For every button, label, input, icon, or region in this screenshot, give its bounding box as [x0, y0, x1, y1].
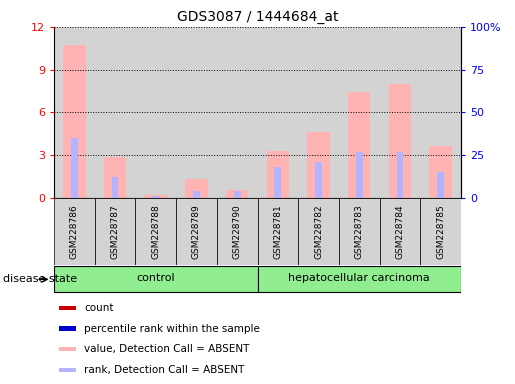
Bar	[437, 172, 444, 198]
Bar	[59, 326, 76, 331]
Bar	[54, 198, 95, 265]
Bar	[339, 198, 380, 265]
Text: control: control	[136, 273, 175, 283]
Bar	[348, 93, 370, 198]
Text: GSM228786: GSM228786	[70, 204, 79, 259]
Bar	[339, 27, 380, 198]
Bar	[226, 190, 248, 198]
Bar	[217, 27, 258, 198]
Bar	[430, 146, 452, 198]
Bar	[234, 191, 241, 198]
Bar	[135, 27, 176, 198]
Bar	[104, 157, 126, 198]
Bar	[267, 151, 289, 198]
Bar	[59, 367, 76, 372]
Bar	[63, 45, 85, 198]
Text: hepatocellular carcinoma: hepatocellular carcinoma	[288, 273, 430, 283]
Text: GSM228784: GSM228784	[396, 204, 404, 259]
Bar	[380, 198, 420, 265]
Bar	[298, 27, 339, 198]
Text: GSM228781: GSM228781	[273, 204, 282, 259]
Bar	[135, 198, 176, 265]
Text: GSM228789: GSM228789	[192, 204, 201, 259]
Bar	[420, 198, 461, 265]
Bar	[420, 27, 461, 198]
Bar	[59, 347, 76, 351]
Bar	[112, 177, 118, 198]
Bar	[389, 84, 411, 198]
Bar	[258, 198, 298, 265]
Bar	[258, 27, 298, 198]
Bar	[258, 266, 461, 292]
Text: GSM228782: GSM228782	[314, 204, 323, 259]
Text: count: count	[84, 303, 113, 313]
Text: GSM228788: GSM228788	[151, 204, 160, 259]
Bar	[145, 195, 167, 198]
Bar	[54, 266, 258, 292]
Bar	[95, 27, 135, 198]
Bar	[185, 179, 208, 198]
Bar	[217, 198, 258, 265]
Bar	[274, 167, 281, 198]
Text: disease state: disease state	[3, 274, 77, 285]
Bar	[397, 152, 403, 198]
Bar	[356, 152, 363, 198]
Text: percentile rank within the sample: percentile rank within the sample	[84, 324, 260, 334]
Bar	[95, 198, 135, 265]
Bar	[193, 191, 200, 198]
Bar	[315, 162, 322, 198]
Bar	[71, 138, 78, 198]
Bar	[298, 198, 339, 265]
Bar	[59, 306, 76, 310]
Bar	[380, 27, 420, 198]
Text: rank, Detection Call = ABSENT: rank, Detection Call = ABSENT	[84, 365, 244, 375]
Text: GSM228783: GSM228783	[355, 204, 364, 259]
Text: GSM228785: GSM228785	[436, 204, 445, 259]
Bar	[176, 27, 217, 198]
Bar	[152, 196, 159, 198]
Bar	[176, 198, 217, 265]
Text: GSM228787: GSM228787	[111, 204, 119, 259]
Bar	[307, 132, 330, 198]
Text: value, Detection Call = ABSENT: value, Detection Call = ABSENT	[84, 344, 249, 354]
Text: GDS3087 / 1444684_at: GDS3087 / 1444684_at	[177, 10, 338, 23]
Text: GSM228790: GSM228790	[233, 204, 242, 259]
Bar	[54, 27, 95, 198]
